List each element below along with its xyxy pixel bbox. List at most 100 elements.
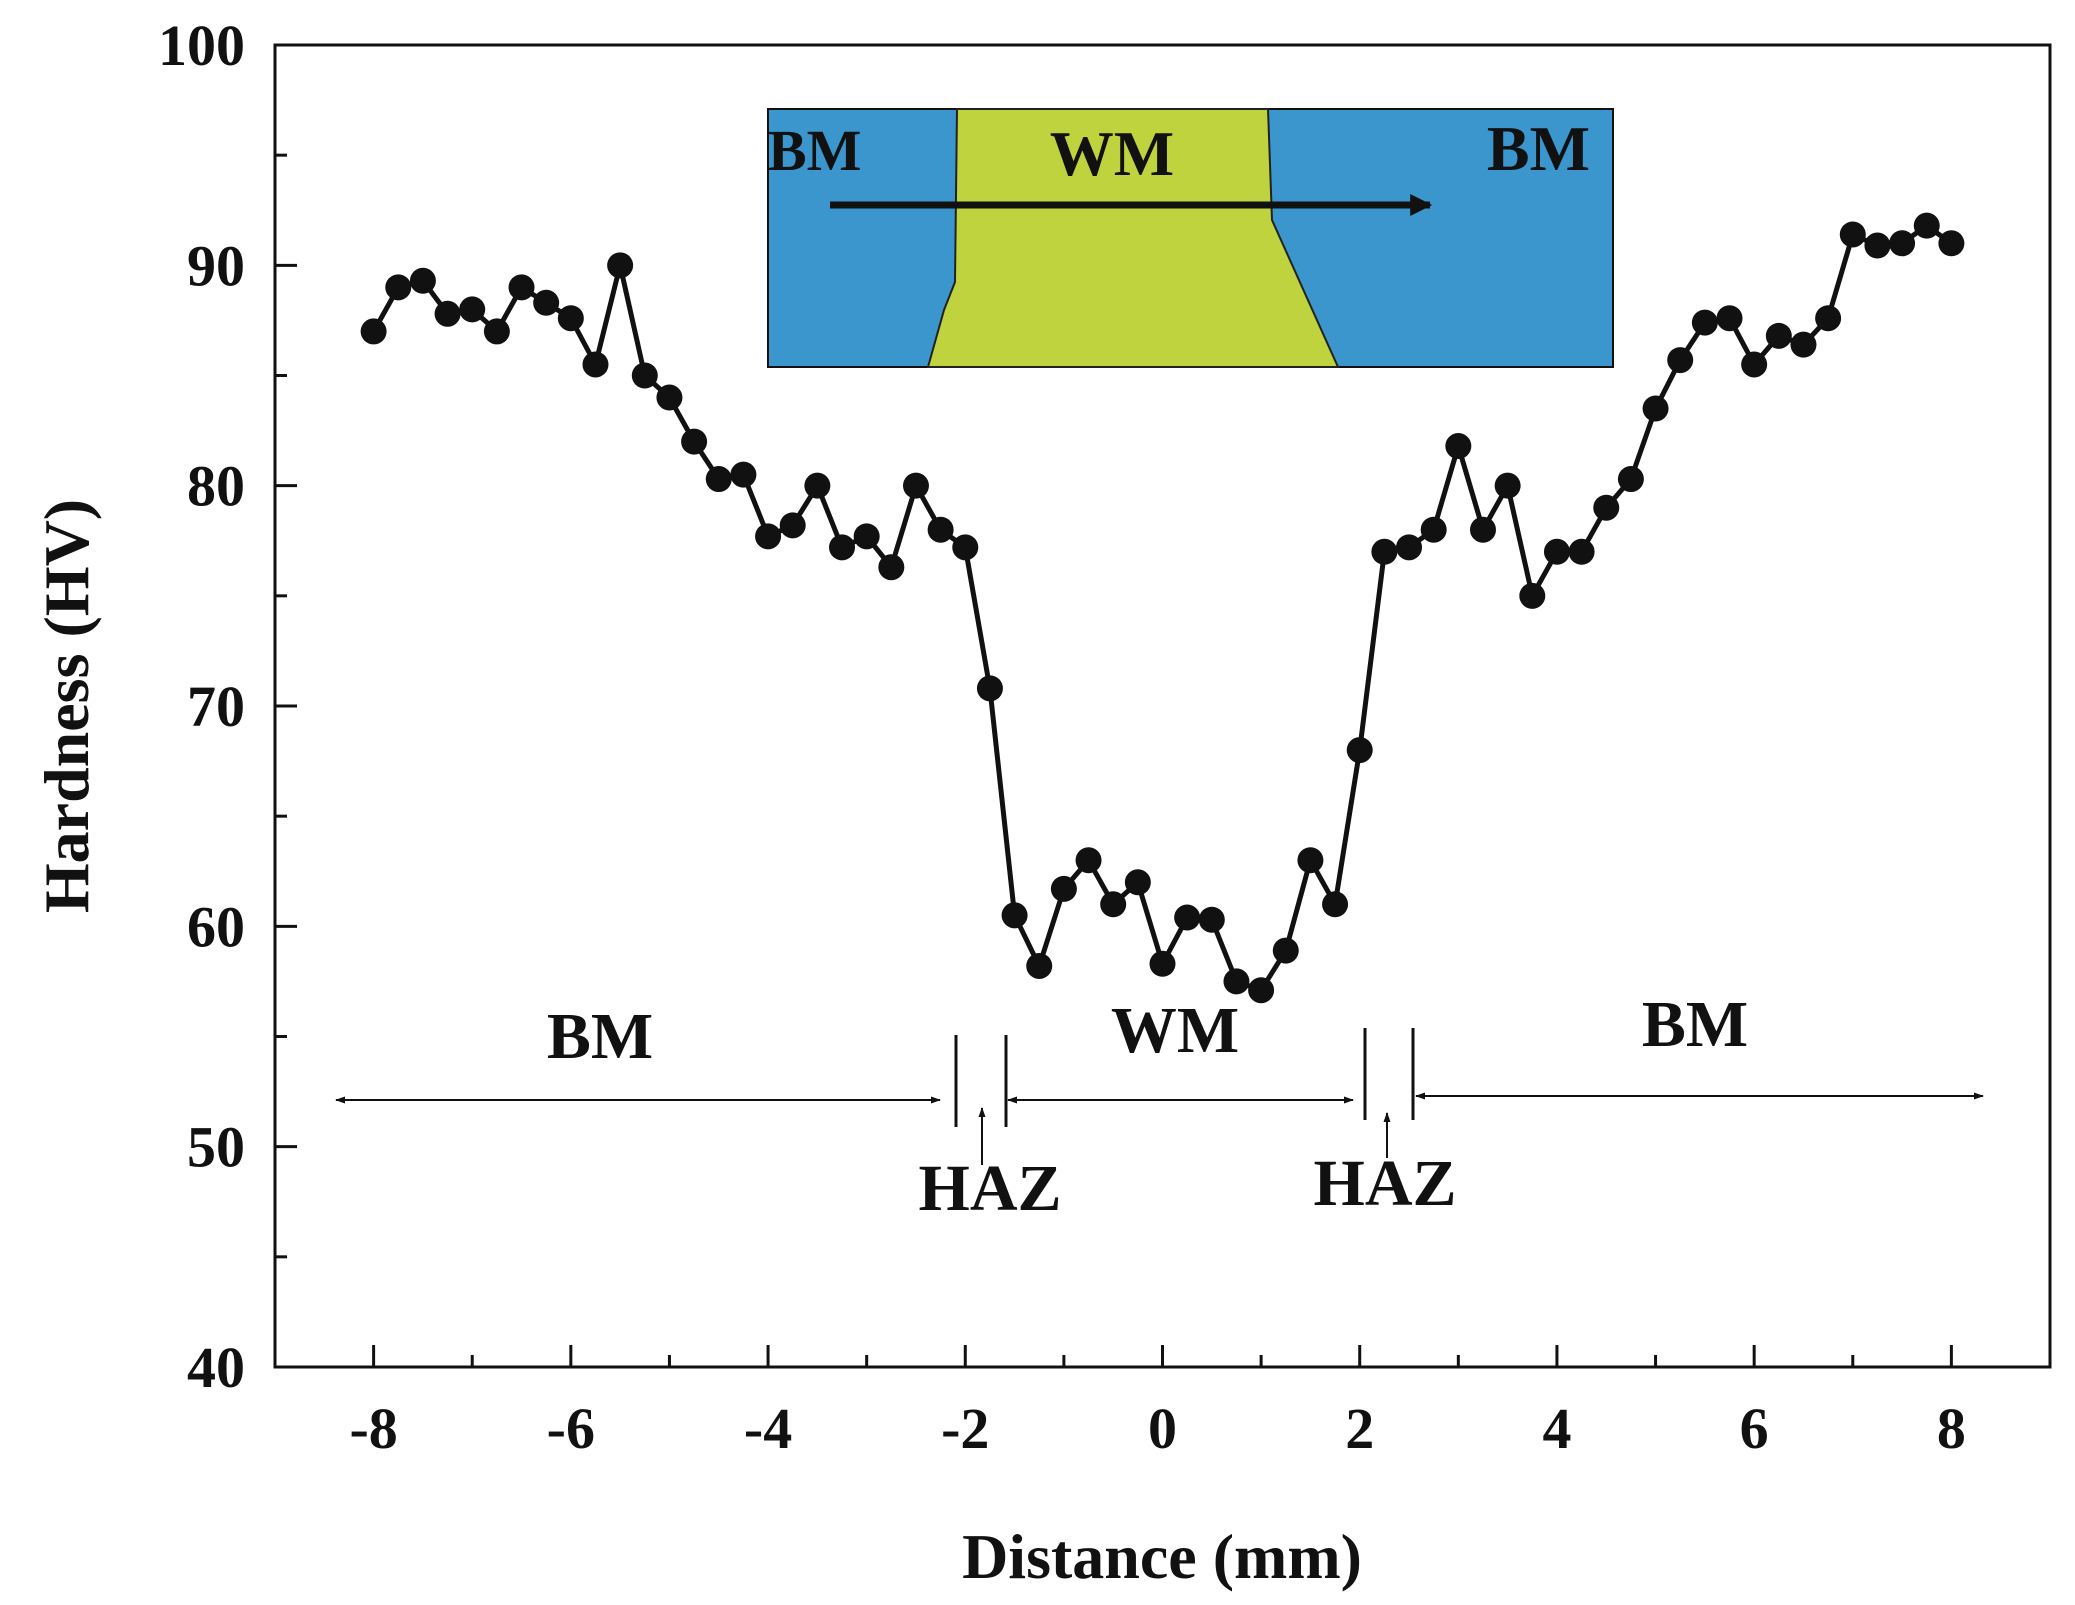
region-label-bm-left: BM: [547, 1000, 653, 1073]
haz-label-right: HAZ: [1313, 1147, 1456, 1220]
y-tick-label: 40: [187, 1335, 245, 1400]
data-point: [1223, 968, 1250, 995]
data-point: [1543, 538, 1570, 565]
data-point: [829, 534, 856, 561]
x-axis-ticks: [372, 1345, 1953, 1367]
data-point: [1790, 331, 1817, 358]
y-tick-label: 100: [158, 13, 245, 78]
data-point: [1913, 212, 1940, 239]
data-point: [631, 362, 658, 389]
y-axis-ticks: [275, 43, 297, 1369]
data-point: [902, 472, 929, 499]
haz-label-left: HAZ: [918, 1152, 1061, 1225]
data-point: [1642, 395, 1669, 422]
y-tick-label: 60: [187, 894, 245, 959]
data-point: [1741, 351, 1768, 378]
hardness-points: [360, 212, 1965, 1004]
data-point: [483, 318, 510, 345]
y-tick-label: 90: [187, 233, 245, 298]
y-tick-label: 80: [187, 454, 245, 519]
data-point: [533, 289, 560, 316]
data-point: [434, 300, 461, 327]
data-point: [878, 554, 905, 581]
x-tick-label: -4: [744, 1396, 792, 1461]
data-point: [1001, 902, 1028, 929]
data-point: [1297, 847, 1324, 874]
y-tick-label: 50: [187, 1115, 245, 1180]
inset-label-bm-right: BM: [1487, 113, 1590, 184]
data-point: [1617, 466, 1644, 493]
data-point: [1346, 737, 1373, 764]
data-point: [360, 318, 387, 345]
data-point: [1716, 305, 1743, 332]
data-point: [1494, 472, 1521, 499]
y-tick-label: 70: [187, 674, 245, 739]
data-point: [1568, 538, 1595, 565]
inset-label-bm-left: BM: [768, 118, 861, 183]
data-point: [459, 296, 486, 323]
region-label-bm-right: BM: [1642, 988, 1748, 1061]
data-point: [779, 512, 806, 539]
data-point: [385, 274, 412, 301]
inset-weld-metal: [926, 108, 1340, 368]
data-point: [1691, 309, 1718, 336]
x-tick-label: 4: [1542, 1396, 1571, 1461]
x-axis-title: Distance (mm): [962, 1521, 1362, 1592]
region-annotations: BM WM BM HAZ HAZ: [335, 988, 1984, 1225]
data-point: [1839, 221, 1866, 248]
data-point: [607, 252, 634, 279]
data-point: [1050, 875, 1077, 902]
data-point: [1322, 891, 1349, 918]
data-point: [927, 516, 954, 543]
data-point: [1593, 494, 1620, 521]
data-point: [755, 523, 782, 550]
data-point: [1469, 516, 1496, 543]
data-point: [1075, 847, 1102, 874]
x-tick-label: -2: [941, 1396, 989, 1461]
data-point: [853, 523, 880, 550]
data-point: [952, 534, 979, 561]
data-point: [1938, 230, 1965, 257]
x-tick-label: 8: [1937, 1396, 1966, 1461]
x-tick-label: 0: [1148, 1396, 1177, 1461]
x-tick-label: 2: [1345, 1396, 1374, 1461]
data-point: [1864, 232, 1891, 259]
x-tick-label: -8: [349, 1396, 397, 1461]
data-point: [730, 461, 757, 488]
data-point: [1445, 433, 1472, 460]
data-point: [1396, 534, 1423, 561]
data-point: [508, 274, 535, 301]
data-point: [1420, 516, 1447, 543]
data-point: [1815, 305, 1842, 332]
data-point: [1149, 950, 1176, 977]
x-tick-label: 6: [1740, 1396, 1769, 1461]
inset-label-wm: WM: [1050, 118, 1174, 189]
x-axis-tick-labels: -8 -6 -4 -2 0 2 4 6 8: [349, 1396, 1965, 1461]
data-point: [409, 267, 436, 294]
data-point: [1667, 347, 1694, 374]
data-point: [656, 384, 683, 411]
weld-inset: BM WM BM: [767, 108, 1614, 368]
y-axis-tick-labels: 40 50 60 70 80 90 100: [158, 13, 245, 1400]
data-point: [705, 466, 732, 493]
data-point: [1889, 230, 1916, 257]
data-point: [1124, 869, 1151, 896]
x-tick-label: -6: [547, 1396, 595, 1461]
data-point: [1272, 937, 1299, 964]
data-point: [1765, 322, 1792, 349]
y-axis-title: Hardness (HV): [31, 499, 102, 913]
data-point: [1174, 904, 1201, 931]
data-point: [1198, 906, 1225, 933]
data-point: [557, 305, 584, 332]
data-point: [681, 428, 708, 455]
data-point: [976, 675, 1003, 702]
data-point: [1371, 538, 1398, 565]
data-point: [582, 351, 609, 378]
data-point: [1519, 582, 1546, 609]
data-point: [804, 472, 831, 499]
data-point: [1248, 977, 1275, 1004]
data-point: [1100, 891, 1127, 918]
region-label-wm: WM: [1111, 994, 1239, 1067]
data-point: [1026, 952, 1053, 979]
